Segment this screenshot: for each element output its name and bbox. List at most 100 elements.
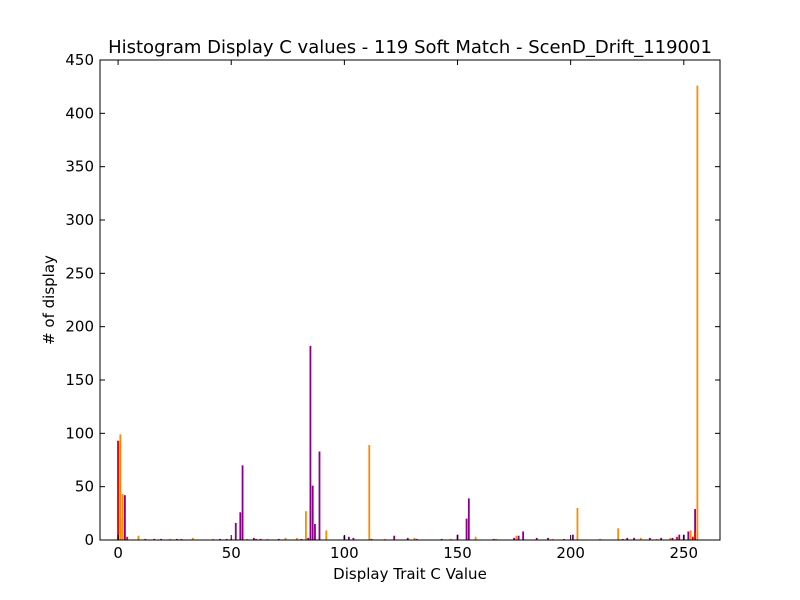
bar-s0-x86 [311,485,314,540]
bar-s0-x19 [160,538,162,540]
bar-s0-x122 [393,535,396,540]
bar-s0-x190 [547,537,549,540]
bar-s0-x84 [307,537,310,540]
bar-s1-x203 [576,508,579,540]
bar-s0-x201 [572,534,574,540]
bar-s0-x225 [626,537,629,540]
bar-s0-x175 [513,537,515,540]
y-tick-label-300: 300 [65,211,94,229]
bar-s1-x83 [305,511,307,540]
bar-s2-x166 [492,538,495,540]
y-tick-label-350: 350 [65,158,94,176]
bar-s0-x128 [406,537,409,540]
bar-s2-x223 [621,538,624,540]
bar-s0-x245 [671,537,674,540]
bar-s0-x102 [348,536,350,540]
x-tick-label-50: 50 [222,544,241,562]
bar-s1-x231 [639,537,642,540]
x-tick-label-250: 250 [669,544,698,562]
bar-s2-x132 [415,538,418,540]
bar-s1-x1 [119,434,122,540]
bar-s2-x112 [370,538,373,540]
bar-s0-x252 [687,531,690,540]
bar-s2-x28 [180,538,183,540]
bar-s0-x16 [153,538,156,540]
bar-s2-x247 [676,536,678,540]
y-tick-label-100: 100 [65,424,94,442]
bar-s1-x131 [413,537,416,540]
bar-s1-x167 [495,538,497,540]
bar-s0-x45 [219,538,221,540]
bar-s0-x235 [648,537,651,540]
bar-s2-x197 [562,538,565,540]
bar-s2-x4 [126,536,129,540]
bar-s1-x158 [474,536,477,540]
bar-s1-x57 [246,538,248,540]
bar-s1-x221 [617,528,620,540]
bar-s1-x238 [655,538,658,540]
bar-s2-x255 [694,531,697,540]
x-tick-label-100: 100 [330,544,359,562]
bar-s0-x71 [277,538,280,540]
bar-s1-x147 [449,538,452,540]
bar-s0-x26 [176,538,178,540]
bar-s1-x256 [696,85,699,540]
bar-s0-x54 [239,512,242,540]
chart-title: Histogram Display C values - 119 Soft Ma… [108,37,712,58]
bar-s1-x2 [121,494,124,540]
bar-s1-x33 [191,537,194,540]
y-tick-label-150: 150 [65,371,94,389]
bar-s1-x23 [169,538,172,540]
bar-s0-x240 [660,537,663,540]
bar-s2-x81 [300,538,303,540]
bar-s0-x85 [309,345,312,540]
bar-s0-x60 [252,537,255,540]
bar-s2-x0 [117,440,120,540]
bar-s0-x143 [440,538,443,540]
bar-s2-x254 [691,536,694,540]
y-tick-label-0: 0 [84,531,94,549]
bar-s0-x185 [535,537,538,540]
bar-s2-x61 [255,538,258,540]
bar-s1-x176 [515,535,518,540]
bar-s0-x104 [352,537,355,540]
ticks-group: 0 50 100 150 200 250 0 50 100 150 200 250 300 350 400 4… [65,51,720,562]
y-tick-label-450: 450 [65,51,94,69]
bar-s0-x52 [234,522,237,540]
plot-area-frame [99,59,721,541]
bar-s1-x213 [599,538,601,540]
bar-s1-x66 [266,538,269,540]
bar-s0-x154 [465,518,468,540]
bar-s1-x118 [384,538,387,540]
x-tick-label-200: 200 [556,544,585,562]
bar-s0-x55 [241,465,244,540]
bar-s2-x12 [144,538,147,540]
bar-s0-x248 [678,534,681,540]
bar-s0-x89 [318,451,321,540]
bar-s0-x48 [225,538,228,540]
bar-s0-x3 [123,495,126,540]
bar-s1-x74 [284,537,287,540]
bar-s0-x255 [694,509,697,540]
y-axis-label: # of display [40,255,58,345]
bar-s1-x192 [551,538,554,540]
y-tick-label-50: 50 [75,478,94,496]
bar-s1-x79 [295,537,298,540]
bar-s0-x87 [314,524,316,540]
x-tick-label-0: 0 [113,544,123,562]
x-tick-label-150: 150 [443,544,472,562]
bar-s1-x253 [689,530,692,540]
bar-s0-x228 [633,537,635,540]
bar-s0-x177 [517,535,520,540]
x-axis-label: Display Trait C Value [333,565,487,583]
bar-s1-x92 [325,530,328,540]
y-tick-label-200: 200 [65,318,94,336]
bar-s1-x244 [669,537,672,540]
bar-s0-x63 [259,538,262,540]
y-tick-label-400: 400 [65,104,94,122]
bar-s0-x155 [467,498,470,540]
bar-s1-x111 [368,445,371,540]
bar-s0-x179 [522,531,525,540]
bars-group [117,85,699,540]
